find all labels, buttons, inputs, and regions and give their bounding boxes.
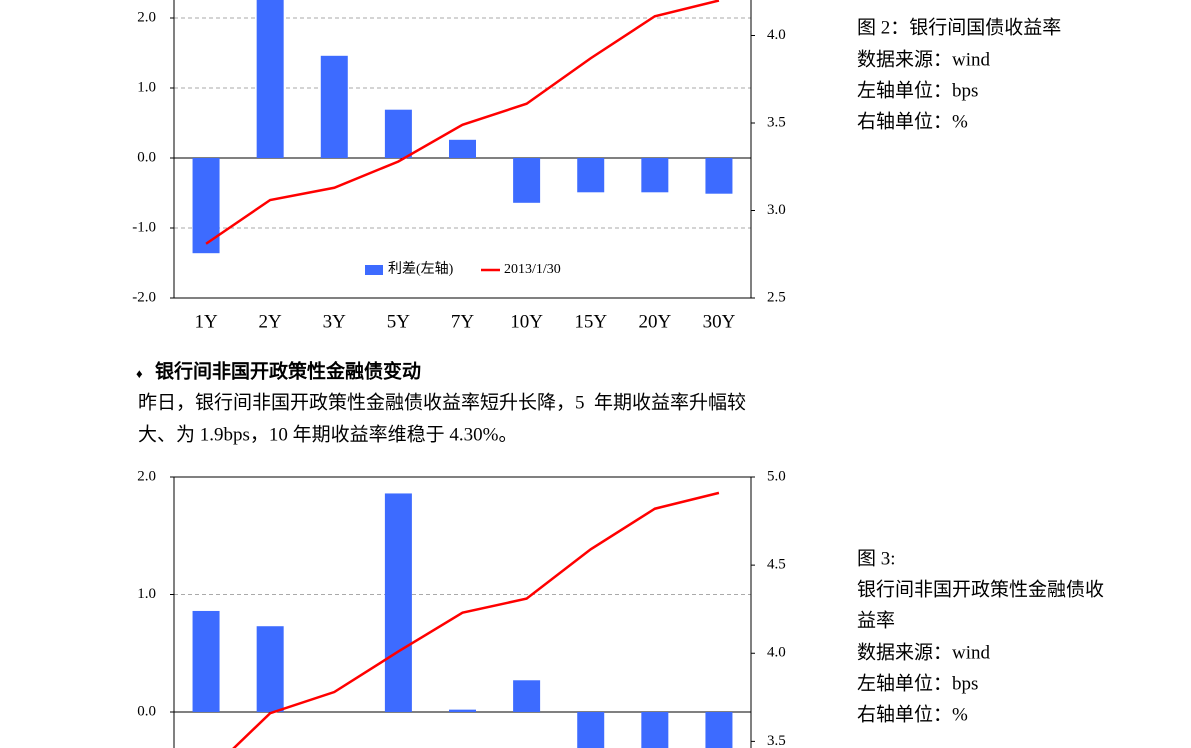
y-tick-label: 2.0 bbox=[137, 9, 156, 25]
y2-tick-label: 4.0 bbox=[767, 27, 786, 43]
y2-tick-label: 2.5 bbox=[767, 289, 786, 305]
bar bbox=[705, 158, 733, 194]
figure-caption: 图 2：银行间国债收益率 bbox=[857, 16, 1061, 38]
figure-unit: 左轴单位：bps bbox=[857, 79, 978, 101]
line bbox=[205, 0, 720, 245]
y2-tick-label: 3.0 bbox=[767, 202, 786, 218]
bar bbox=[384, 493, 412, 712]
y2-tick-label: 5.0 bbox=[767, 468, 786, 484]
figure-caption: 银行间非国开政策性金融债收 bbox=[857, 578, 1104, 600]
bar bbox=[641, 158, 669, 193]
x-tick-label: 2Y bbox=[259, 311, 283, 332]
figure-caption: 图 3: bbox=[857, 548, 896, 569]
paragraph-line: 大、为 1.9bps，10 年期收益率维稳于 4.30%。 bbox=[138, 423, 517, 445]
x-tick-label: 30Y bbox=[703, 311, 736, 332]
bar bbox=[256, 626, 284, 712]
bar bbox=[256, 0, 284, 158]
y-tick-label: 2.0 bbox=[137, 468, 156, 484]
line bbox=[232, 491, 720, 748]
y2-tick-label: 3.5 bbox=[767, 114, 786, 130]
bar bbox=[320, 55, 348, 158]
x-tick-label: 7Y bbox=[451, 311, 475, 332]
x-tick-label: 15Y bbox=[574, 311, 607, 332]
figure-source: 数据来源：wind bbox=[857, 48, 991, 70]
bar bbox=[513, 158, 541, 203]
x-tick-label: 3Y bbox=[323, 311, 347, 332]
bar bbox=[192, 158, 220, 254]
legend-label: 利差(左轴) bbox=[388, 261, 454, 277]
figure-unit: 右轴单位：% bbox=[857, 110, 968, 132]
bullet: ♦ bbox=[136, 366, 143, 381]
section-heading: 银行间非国开政策性金融债变动 bbox=[155, 359, 421, 382]
legend-swatch bbox=[365, 265, 383, 275]
bar bbox=[449, 139, 476, 158]
x-tick-label: 5Y bbox=[387, 311, 411, 332]
x-tick-label: 20Y bbox=[638, 311, 671, 332]
legend-label: 2013/1/30 bbox=[504, 262, 561, 277]
bar bbox=[641, 712, 669, 748]
y-tick-label: 1.0 bbox=[137, 79, 156, 95]
bar bbox=[384, 109, 412, 158]
figure-unit: 左轴单位：bps bbox=[857, 672, 978, 694]
bar bbox=[577, 158, 605, 193]
y-tick-label: 0.0 bbox=[137, 703, 156, 719]
x-tick-label: 10Y bbox=[510, 311, 543, 332]
paragraph-line: 昨日，银行间非国开政策性金融债收益率短升长降，5 年期收益率升幅较 bbox=[138, 391, 746, 413]
y2-tick-label: 4.5 bbox=[767, 557, 786, 573]
bar bbox=[449, 709, 476, 712]
bar bbox=[705, 712, 733, 748]
y-tick-label: 0.0 bbox=[137, 149, 156, 165]
bar bbox=[513, 680, 541, 712]
y2-tick-label: 4.0 bbox=[767, 645, 786, 661]
y-tick-label: -2.0 bbox=[132, 289, 156, 305]
figure-source: 数据来源：wind bbox=[857, 641, 991, 663]
y-tick-label: 1.0 bbox=[137, 586, 156, 602]
y2-tick-label: 3.5 bbox=[767, 733, 786, 748]
figure-unit: 右轴单位：% bbox=[857, 703, 968, 725]
x-tick-label: 1Y bbox=[194, 311, 218, 332]
figure-caption: 益率 bbox=[857, 609, 895, 631]
bar bbox=[577, 712, 605, 748]
bar bbox=[192, 610, 220, 712]
y-tick-label: -1.0 bbox=[132, 219, 156, 235]
